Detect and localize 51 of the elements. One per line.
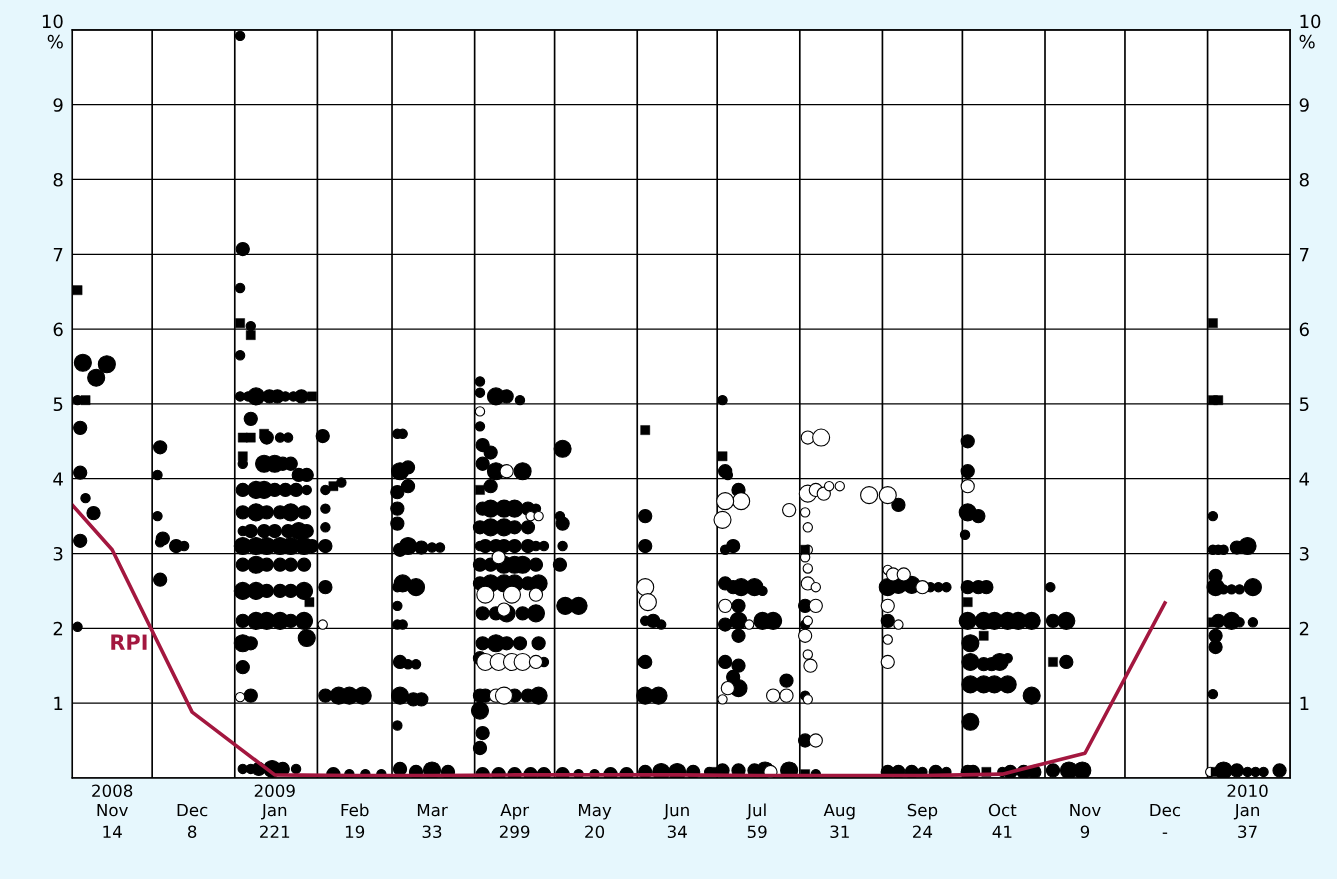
y-tick-label: 2 [53, 621, 63, 636]
y2-tick-label: 4 [1299, 472, 1310, 486]
x-tick-label: 2010 Jan [1227, 784, 1268, 820]
y-tick-label: 8 [53, 172, 63, 187]
y2-tick-label: 1 [1300, 696, 1309, 710]
text: 299 [499, 825, 530, 839]
text: 33 [422, 825, 442, 839]
x-tick-label: Sep [907, 803, 938, 820]
x-tick-label: Dec [1150, 803, 1181, 817]
text: - [1162, 832, 1168, 834]
text: 31 [830, 825, 849, 839]
text: 221 [260, 825, 290, 838]
text: 41 [992, 825, 1012, 838]
x-tick-label: Nov [1070, 803, 1101, 817]
text: 14 [103, 825, 122, 838]
y-tick-label: 4 [53, 472, 63, 486]
y-tick-label: 7 [53, 247, 63, 262]
x-tick-label: Dec [177, 803, 208, 817]
x-tick-label: 2008 Nov [92, 784, 133, 817]
text: 24 [913, 825, 933, 838]
y2-tick-label: 6 [1299, 322, 1309, 337]
text: 9 [1080, 825, 1090, 839]
series-label: RPI [111, 634, 147, 650]
y2-tick-label: 3 [1299, 546, 1309, 561]
y2-tick-label: 10 % [1299, 14, 1321, 49]
y2-tick-label: 2 [1299, 621, 1309, 636]
text: 19 [345, 825, 365, 839]
x-tick-label: 2009 Jan [254, 784, 295, 820]
y-tick-label: 3 [53, 546, 63, 561]
x-tick-label: Mar [417, 803, 448, 817]
x-tick-label: Jul [746, 803, 766, 820]
y2-tick-label: 8 [1299, 172, 1309, 187]
y-tick-label: 10 % [42, 14, 63, 49]
text: 20 [585, 825, 605, 839]
text: 8 [187, 825, 197, 839]
text: 37 [1238, 825, 1257, 839]
y2-tick-label: 7 [1300, 247, 1309, 262]
text: 59 [747, 825, 767, 839]
x-tick-label: Apr [500, 803, 530, 820]
y-tick-label: 6 [53, 322, 63, 337]
y2-tick-label: 5 [1299, 397, 1309, 412]
y-tick-label: 1 [54, 696, 63, 710]
y-tick-label: 9 [53, 98, 63, 112]
x-tick-label: Jun [663, 803, 689, 820]
text: 34 [667, 825, 687, 839]
x-tick-label: Oct [988, 803, 1017, 817]
y-tick-label: 5 [53, 397, 63, 412]
y2-tick-label: 9 [1299, 98, 1309, 112]
x-tick-label: Aug [823, 803, 855, 820]
x-tick-label: May [578, 803, 612, 820]
x-tick-label: Feb [341, 803, 369, 817]
